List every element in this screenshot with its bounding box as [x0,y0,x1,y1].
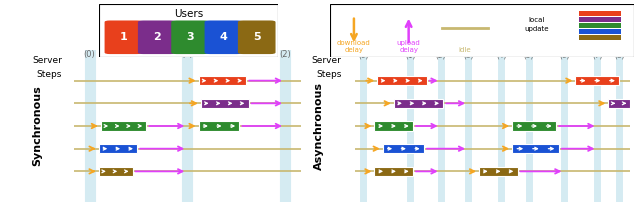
Bar [198,76,246,85]
FancyBboxPatch shape [99,4,278,57]
Text: upload
delay: upload delay [397,39,420,52]
Text: (4): (4) [496,53,506,59]
Bar [198,121,239,131]
Text: (3): (3) [463,53,473,59]
Text: (8): (8) [614,53,625,59]
Bar [374,121,413,131]
Text: Steps: Steps [316,70,342,79]
Text: update: update [524,26,548,32]
Text: Server: Server [33,56,62,66]
Bar [579,10,621,16]
Text: 5: 5 [253,32,260,42]
Bar [374,167,413,176]
Bar [377,76,427,85]
FancyBboxPatch shape [104,21,142,54]
Text: download
delay: download delay [337,39,371,52]
Bar [579,29,621,34]
Text: 1: 1 [120,32,127,42]
Text: (0): (0) [84,50,95,59]
FancyBboxPatch shape [205,21,242,54]
Bar [579,23,621,28]
Text: Asynchronous: Asynchronous [314,82,324,170]
Bar [512,144,559,153]
Text: Steps: Steps [37,70,62,79]
Bar [101,121,147,131]
Bar [575,76,620,85]
Bar [201,99,248,108]
Bar [579,17,621,22]
Text: local: local [528,17,545,23]
Bar [99,144,137,153]
FancyBboxPatch shape [172,21,209,54]
Text: (1): (1) [181,50,193,59]
Text: (0): (0) [358,53,369,59]
FancyBboxPatch shape [330,4,634,57]
Text: 4: 4 [220,32,227,42]
Bar [609,99,630,108]
Text: 2: 2 [153,32,161,42]
Text: Synchronous: Synchronous [32,86,42,166]
FancyBboxPatch shape [138,21,175,54]
Text: (6): (6) [559,53,570,59]
Text: (7): (7) [592,53,602,59]
Bar [383,144,424,153]
FancyBboxPatch shape [238,21,276,54]
Text: idle: idle [459,46,471,52]
Text: 3: 3 [186,32,194,42]
Bar [512,121,556,131]
Bar [579,35,621,40]
Text: (2): (2) [435,53,445,59]
Text: Server: Server [312,56,342,66]
Bar [479,167,518,176]
Text: (5): (5) [524,53,534,59]
Text: (1): (1) [405,53,415,59]
Bar [99,167,132,176]
Text: (2): (2) [279,50,291,59]
Text: Users: Users [174,9,204,19]
Bar [394,99,444,108]
